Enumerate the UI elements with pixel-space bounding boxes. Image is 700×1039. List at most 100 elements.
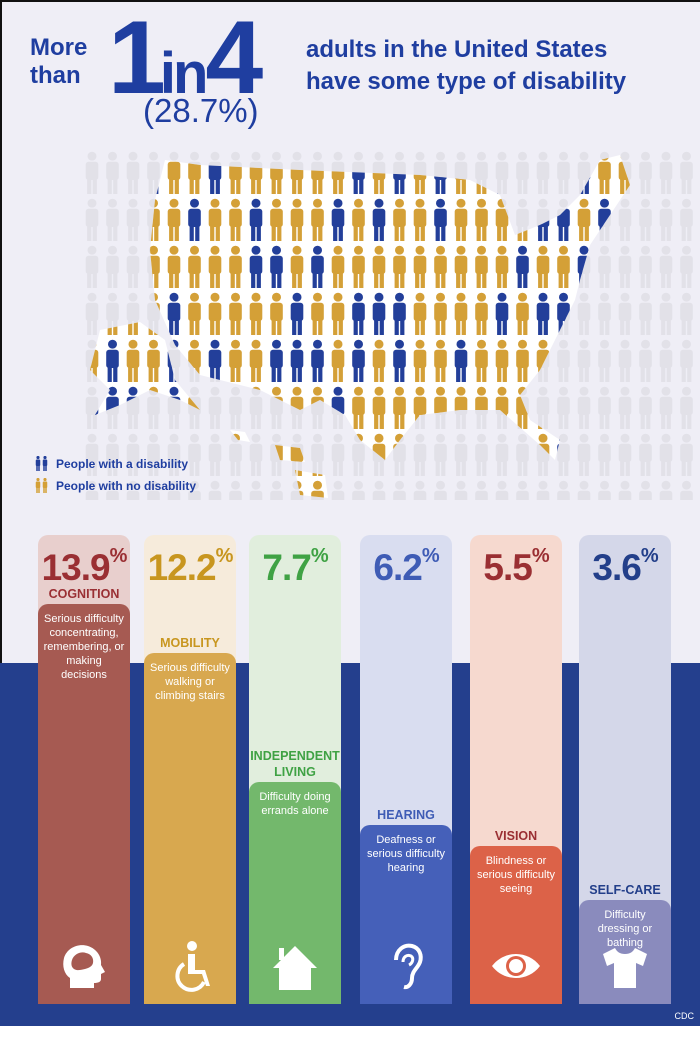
background-person bbox=[495, 433, 509, 476]
background-person bbox=[106, 198, 119, 241]
map-person bbox=[516, 339, 529, 382]
background-person bbox=[557, 151, 570, 194]
background-person bbox=[85, 433, 99, 476]
percent-sign: % bbox=[531, 545, 550, 567]
value-number: 13.9 bbox=[41, 547, 111, 588]
map-person bbox=[413, 292, 427, 335]
map-person bbox=[290, 245, 304, 288]
background-person bbox=[639, 292, 652, 335]
bar-value-fill: Serious difficulty concentrating, rememb… bbox=[38, 603, 130, 1004]
value-number: 5.5 bbox=[483, 547, 532, 588]
background-person bbox=[557, 433, 570, 476]
bar-value-label: 12.2% bbox=[144, 545, 236, 589]
map-person bbox=[454, 292, 468, 335]
bar-value-label: 6.2% bbox=[360, 545, 452, 589]
map-person bbox=[229, 198, 242, 241]
background-person bbox=[393, 480, 406, 500]
map-person bbox=[167, 292, 181, 335]
percent-sign: % bbox=[215, 545, 234, 567]
bar-value-fill: Serious difficulty walking or climbing s… bbox=[144, 652, 236, 1004]
legend-person bbox=[42, 478, 48, 493]
background-person bbox=[167, 480, 181, 500]
map-person bbox=[208, 292, 222, 335]
background-person bbox=[126, 480, 140, 500]
background-person bbox=[618, 245, 632, 288]
map-person bbox=[229, 339, 242, 382]
map-person bbox=[290, 198, 304, 241]
bar-value-label: 13.9% bbox=[38, 545, 130, 589]
category-label: SELF-CARE bbox=[589, 883, 661, 898]
map-person bbox=[208, 339, 222, 382]
us-map-people bbox=[85, 151, 693, 500]
background-person bbox=[249, 386, 263, 429]
background-person bbox=[413, 433, 427, 476]
shirt-icon bbox=[603, 948, 647, 988]
map-person bbox=[495, 339, 509, 382]
legend-person bbox=[35, 478, 41, 493]
background-person bbox=[598, 386, 611, 429]
wheelchair-icon bbox=[175, 941, 210, 992]
map-person bbox=[249, 339, 263, 382]
map-person bbox=[475, 245, 488, 288]
percent-sign: % bbox=[640, 545, 659, 567]
map-person bbox=[331, 245, 345, 288]
headline-rest-line1: adults in the United States bbox=[306, 36, 608, 63]
category-description: Serious difficulty walking or climbing s… bbox=[150, 661, 230, 702]
background-person bbox=[618, 433, 632, 476]
background-person bbox=[126, 198, 140, 241]
map-person bbox=[372, 292, 386, 335]
category-label: INDEPENDENT LIVING bbox=[250, 749, 340, 780]
background-person bbox=[85, 151, 99, 194]
ear-icon bbox=[394, 943, 423, 990]
map-person bbox=[270, 198, 283, 241]
background-person bbox=[577, 339, 591, 382]
background-person bbox=[475, 480, 488, 500]
map-person bbox=[270, 339, 283, 382]
map-person bbox=[188, 292, 201, 335]
background-person bbox=[516, 480, 529, 500]
legend-label: People with no disability bbox=[56, 479, 197, 493]
background-person bbox=[454, 433, 468, 476]
big-1: 1 bbox=[108, 0, 166, 116]
map-person bbox=[331, 292, 345, 335]
map-person bbox=[372, 339, 386, 382]
map-person bbox=[229, 245, 242, 288]
map-person bbox=[434, 292, 447, 335]
map-person bbox=[516, 245, 529, 288]
bar-value-label: 5.5% bbox=[470, 545, 562, 589]
map-person bbox=[208, 198, 222, 241]
map-person bbox=[434, 339, 447, 382]
background-person bbox=[536, 386, 550, 429]
headline-rest-line2: have some type of disability bbox=[306, 68, 627, 95]
background-person bbox=[598, 245, 611, 288]
background-person bbox=[167, 433, 181, 476]
background-person bbox=[618, 386, 632, 429]
background-person bbox=[126, 151, 140, 194]
background-person bbox=[188, 433, 201, 476]
background-person bbox=[495, 151, 509, 194]
background-person bbox=[598, 292, 611, 335]
bar-value-fill: Difficulty doing errands alone bbox=[249, 782, 341, 1004]
map-person bbox=[188, 198, 201, 241]
background-person bbox=[598, 433, 611, 476]
value-number: 3.6 bbox=[592, 547, 641, 588]
map-person bbox=[475, 292, 488, 335]
background-person bbox=[372, 480, 386, 500]
background-person bbox=[639, 198, 652, 241]
bar-value-fill: Difficulty dressing or bathing bbox=[579, 900, 671, 1004]
legend-disability: People with a disability bbox=[34, 456, 188, 472]
background-person bbox=[311, 433, 324, 476]
background-person bbox=[147, 386, 160, 429]
value-number: 7.7 bbox=[262, 547, 311, 588]
background-person bbox=[106, 245, 119, 288]
map-person bbox=[311, 339, 324, 382]
map-person bbox=[352, 245, 365, 288]
map-person bbox=[229, 292, 242, 335]
background-person bbox=[147, 480, 160, 500]
background-person bbox=[126, 245, 140, 288]
background-person bbox=[85, 386, 99, 429]
brain-head-icon bbox=[63, 945, 105, 988]
background-person bbox=[188, 386, 201, 429]
map-person bbox=[188, 245, 201, 288]
background-person bbox=[577, 386, 591, 429]
